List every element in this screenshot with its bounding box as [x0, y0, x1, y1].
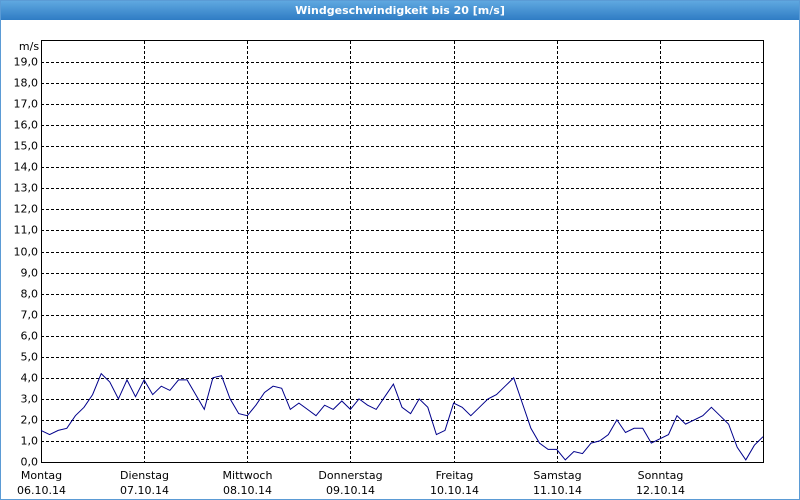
y-tick-label: 9,0: [21, 267, 39, 280]
y-tick-label: 15,0: [14, 140, 39, 153]
y-tick-label: 0,0: [21, 456, 39, 469]
x-tick-label: Sonntag 12.10.14: [636, 469, 685, 497]
x-tick-label: Mittwoch 08.10.14: [222, 469, 273, 497]
x-tick-label: Donnerstag 09.10.14: [318, 469, 383, 497]
y-tick-label: 10,0: [14, 246, 39, 259]
y-tick-label: 19,0: [14, 56, 39, 69]
y-axis-label: m/s: [19, 40, 39, 53]
x-tick-label: Freitag 10.10.14: [430, 469, 479, 497]
wind-line: [40, 372, 764, 461]
y-tick-label: 4,0: [21, 372, 39, 385]
y-tick-label: 1,0: [21, 435, 39, 448]
x-tick-label: Montag 06.10.14: [17, 469, 66, 497]
y-tick-label: 18,0: [14, 77, 39, 90]
x-tick-label: Dienstag 07.10.14: [119, 469, 170, 497]
y-tick-label: 8,0: [21, 288, 39, 301]
y-tick-label: 6,0: [21, 330, 39, 343]
y-tick-label: 2,0: [21, 414, 39, 427]
x-tick-label: Samstag 11.10.14: [533, 469, 582, 497]
y-tick-label: 16,0: [14, 119, 39, 132]
y-tick-label: 3,0: [21, 393, 39, 406]
y-tick-label: 12,0: [14, 203, 39, 216]
y-tick-label: 11,0: [14, 224, 39, 237]
y-tick-label: 7,0: [21, 309, 39, 322]
y-tick-label: 14,0: [14, 161, 39, 174]
plot-border: [41, 40, 764, 463]
y-tick-label: 5,0: [21, 351, 39, 364]
y-tick-label: 13,0: [14, 182, 39, 195]
chart-title: Windgeschwindigkeit bis 20 [m/s]: [1, 1, 799, 20]
y-tick-label: 17,0: [14, 98, 39, 111]
